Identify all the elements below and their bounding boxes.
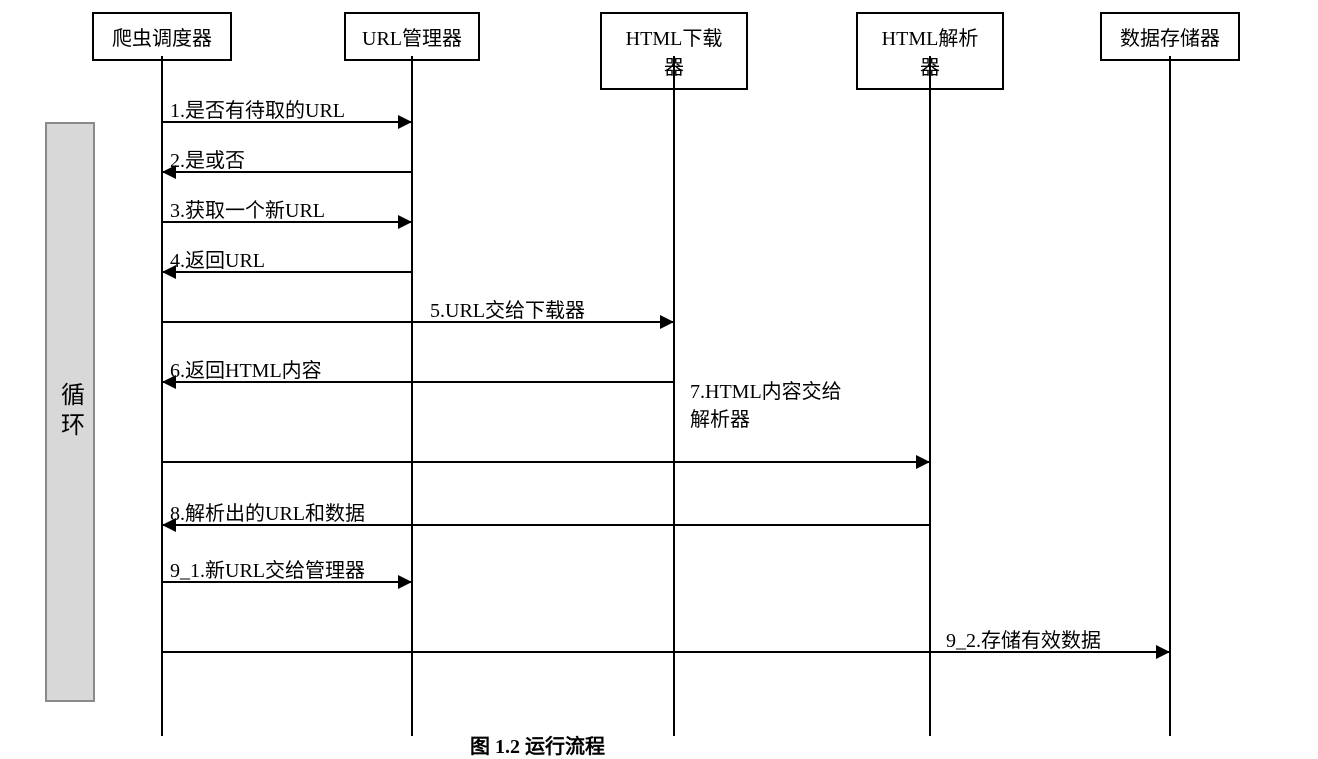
message-arrowhead-9 (1156, 645, 1170, 659)
message-arrowhead-8 (398, 575, 412, 589)
message-label-9: 9_2.存储有效数据 (946, 624, 1101, 653)
participant-url_manager: URL管理器 (344, 12, 480, 61)
participant-scheduler: 爬虫调度器 (92, 12, 232, 61)
message-label-0: 1.是否有待取的URL (170, 94, 345, 123)
message-arrow-6 (162, 461, 930, 463)
message-label-6: 7.HTML内容交给 解析器 (690, 378, 842, 434)
message-arrowhead-6 (916, 455, 930, 469)
lifeline-storage (1169, 56, 1171, 736)
message-arrowhead-2 (398, 215, 412, 229)
message-label-8: 9_1.新URL交给管理器 (170, 554, 365, 583)
participant-storage: 数据存储器 (1100, 12, 1240, 61)
lifeline-url_manager (411, 56, 413, 736)
message-arrowhead-0 (398, 115, 412, 129)
message-arrow-4 (162, 321, 674, 323)
message-label-5: 6.返回HTML内容 (170, 354, 322, 383)
lifeline-scheduler (161, 56, 163, 736)
message-arrowhead-4 (660, 315, 674, 329)
figure-caption: 图 1.2 运行流程 (470, 730, 605, 759)
message-label-1: 2.是或否 (170, 144, 245, 173)
loop-frame: 循环 (45, 122, 95, 702)
message-label-4: 5.URL交给下载器 (430, 294, 585, 323)
message-label-2: 3.获取一个新URL (170, 194, 325, 223)
lifeline-downloader (673, 56, 675, 736)
message-label-3: 4.返回URL (170, 244, 265, 273)
message-label-7: 8.解析出的URL和数据 (170, 497, 365, 526)
lifeline-parser (929, 56, 931, 736)
